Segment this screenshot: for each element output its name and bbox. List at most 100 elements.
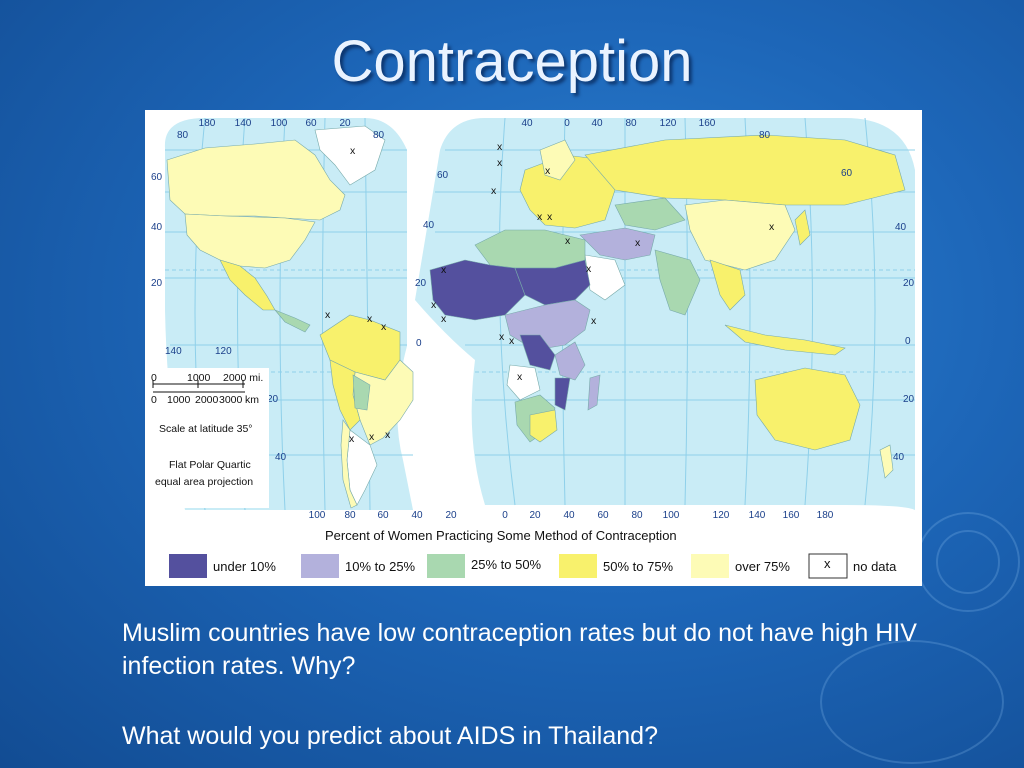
madagascar xyxy=(587,374,601,411)
new-zealand xyxy=(879,444,894,479)
svg-text:20: 20 xyxy=(415,278,427,289)
svg-text:80: 80 xyxy=(759,130,771,141)
question-muslim-countries: Muslim countries have low contraception … xyxy=(122,619,917,680)
no-data-mark: x xyxy=(350,145,356,157)
svg-text:40: 40 xyxy=(275,452,287,463)
svg-text:180: 180 xyxy=(817,510,834,521)
no-data-mark: x xyxy=(509,335,515,347)
svg-text:40: 40 xyxy=(895,222,907,233)
middle-east xyxy=(579,227,656,261)
svg-text:40: 40 xyxy=(411,510,423,521)
no-data-mark: x xyxy=(349,433,355,445)
no-data-mark: x xyxy=(537,211,543,223)
legend-item-50-75: 50% to 75% xyxy=(559,554,674,578)
map-caption: Percent of Women Practicing Some Method … xyxy=(325,528,677,543)
svg-text:80: 80 xyxy=(177,130,189,141)
legend-item-10-25: 10% to 25% xyxy=(301,554,416,578)
left-latitudes: 80 60 40 20 xyxy=(151,130,189,289)
central-asia xyxy=(614,197,686,231)
legend: under 10% 10% to 25% 25% to 50% 50% to 7… xyxy=(169,553,897,579)
svg-text:2000 mi.: 2000 mi. xyxy=(223,372,263,384)
svg-text:no data: no data xyxy=(853,559,897,574)
legend-item-under-10: under 10% xyxy=(169,554,276,578)
no-data-mark: x xyxy=(325,309,331,321)
svg-text:10% to 25%: 10% to 25% xyxy=(345,559,416,574)
legend-item-25-50: 25% to 50% xyxy=(427,554,542,578)
svg-text:40: 40 xyxy=(423,220,435,231)
russia xyxy=(584,134,906,206)
no-data-mark: x xyxy=(517,371,523,383)
svg-text:100: 100 xyxy=(271,118,288,129)
no-data-mark: x xyxy=(547,211,553,223)
ripple-decoration xyxy=(916,512,1020,612)
scale-latitude-note: Scale at latitude 35° xyxy=(159,423,253,435)
svg-text:2000: 2000 xyxy=(195,394,219,406)
southeast-asia xyxy=(709,259,746,311)
no-data-mark: x xyxy=(497,157,503,169)
svg-text:0: 0 xyxy=(151,372,157,384)
svg-text:20: 20 xyxy=(529,510,541,521)
scandinavia xyxy=(539,139,576,181)
china xyxy=(684,199,796,271)
svg-text:100: 100 xyxy=(663,510,680,521)
svg-text:120: 120 xyxy=(713,510,730,521)
svg-text:60: 60 xyxy=(377,510,389,521)
angola xyxy=(506,364,541,401)
japan xyxy=(794,209,811,246)
mozambique xyxy=(554,377,571,411)
svg-text:0: 0 xyxy=(905,336,911,347)
no-data-mark: x xyxy=(385,429,391,441)
no-data-mark: x xyxy=(367,313,373,325)
no-data-mark: x xyxy=(545,165,551,177)
svg-text:180: 180 xyxy=(199,118,216,129)
svg-text:100: 100 xyxy=(309,510,326,521)
legend-item-no-data: x no data xyxy=(808,553,897,579)
no-data-mark: x xyxy=(591,315,597,327)
svg-text:80: 80 xyxy=(344,510,356,521)
no-data-mark: x xyxy=(441,313,447,325)
svg-text:20: 20 xyxy=(445,510,457,521)
west-africa xyxy=(429,259,526,321)
no-data-mark: x xyxy=(497,141,503,153)
svg-text:60: 60 xyxy=(841,168,853,179)
india xyxy=(654,249,701,316)
svg-text:0: 0 xyxy=(502,510,508,521)
indonesia xyxy=(724,324,846,356)
svg-text:x: x xyxy=(824,556,831,571)
svg-text:140: 140 xyxy=(165,346,182,357)
sahel-east xyxy=(514,259,591,306)
svg-text:over 75%: over 75% xyxy=(735,559,790,574)
australia xyxy=(754,367,861,451)
svg-text:1000: 1000 xyxy=(167,394,191,406)
svg-text:40: 40 xyxy=(521,118,533,129)
legend-item-over-75: over 75% xyxy=(691,554,790,578)
no-data-mark: x xyxy=(431,299,437,311)
svg-text:160: 160 xyxy=(699,118,716,129)
no-data-mark: x xyxy=(441,264,447,276)
svg-text:0: 0 xyxy=(151,394,157,406)
svg-text:20: 20 xyxy=(151,278,163,289)
svg-text:40: 40 xyxy=(563,510,575,521)
svg-text:120: 120 xyxy=(215,346,232,357)
map-svg: x x x x x x x x x x x x x x x x x x x x … xyxy=(147,117,915,579)
right-latitudes: 80 60 40 20 0 20 40 xyxy=(759,130,915,463)
pacific-longitudes: 140 120 xyxy=(165,346,232,357)
bolivia xyxy=(352,374,371,411)
svg-text:km: km xyxy=(245,394,259,406)
svg-text:0: 0 xyxy=(416,338,422,349)
svg-text:20: 20 xyxy=(339,118,351,129)
mid-latitudes: 80 60 40 20 0 20 40 xyxy=(267,130,449,463)
svg-text:160: 160 xyxy=(783,510,800,521)
svg-text:under 10%: under 10% xyxy=(213,559,276,574)
congo xyxy=(519,334,556,371)
svg-text:50% to 75%: 50% to 75% xyxy=(603,559,674,574)
svg-text:3000: 3000 xyxy=(219,394,243,406)
no-data-mark: x xyxy=(565,235,571,247)
contraception-world-map: x x x x x x x x x x x x x x x x x x x x … xyxy=(145,110,922,586)
no-data-mark: x xyxy=(491,185,497,197)
slide-title: Contraception xyxy=(331,29,693,94)
svg-text:40: 40 xyxy=(591,118,603,129)
svg-text:20: 20 xyxy=(903,394,915,405)
svg-text:20: 20 xyxy=(267,394,279,405)
svg-text:140: 140 xyxy=(235,118,252,129)
